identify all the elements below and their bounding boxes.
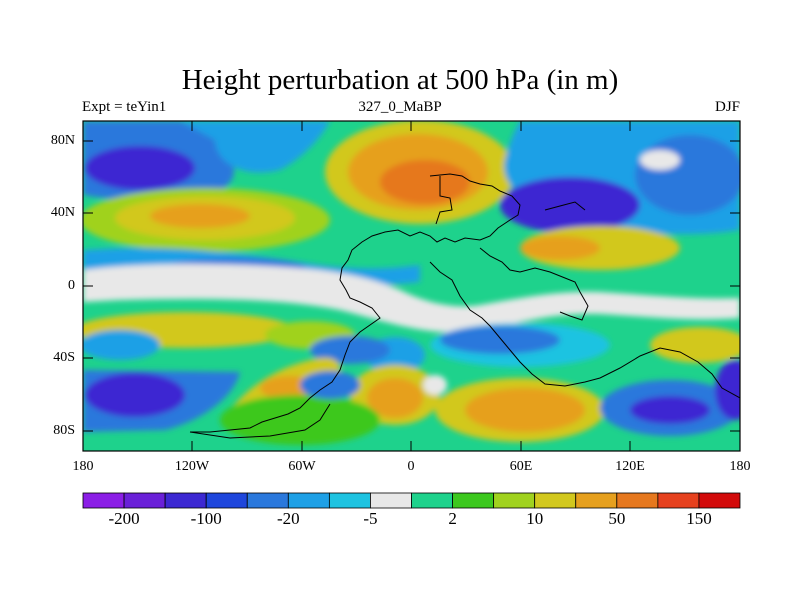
lon-label-60w: 60W — [288, 459, 316, 474]
eurasia-low-core — [500, 177, 640, 233]
colorbar-swatch — [287, 492, 330, 509]
colorbar-swatch — [534, 492, 577, 509]
colorbar-swatch — [493, 492, 536, 509]
coastline-central-asia — [544, 201, 586, 211]
lat-label-80s: 80S — [53, 423, 75, 438]
south-west-pacific-high — [650, 327, 740, 363]
indian-ocean-low-core — [440, 326, 560, 354]
colorbar-label: 50 — [608, 509, 626, 528]
antarctic-positive — [220, 395, 380, 445]
colorbar-label: -100 — [190, 509, 222, 528]
siberia-low — [635, 135, 740, 215]
lat-label-eq: 0 — [68, 278, 75, 293]
colorbar-label: 10 — [526, 509, 544, 528]
south-indian-high-core — [465, 388, 585, 432]
atlantic-high-core — [380, 160, 470, 204]
lon-label-0: 0 — [407, 459, 415, 474]
siberia-neutral — [640, 150, 680, 170]
colorbar-label: 150 — [686, 509, 712, 528]
contour-field — [83, 121, 740, 451]
map-title: Height perturbation at 500 hPa (in m) — [181, 64, 619, 96]
arctic-low — [180, 121, 330, 173]
south-atlantic-neutral — [423, 375, 447, 395]
antarctic-peninsula-low — [300, 371, 360, 399]
colorbar-label: -5 — [363, 509, 378, 528]
colorbar-label: -200 — [108, 509, 140, 528]
lat-label-40s: 40S — [53, 350, 75, 365]
lon-label-120e: 120E — [615, 459, 645, 474]
south-east-pacific-low — [83, 330, 160, 360]
east-edge-low — [715, 360, 740, 420]
colorbar-swatch — [205, 492, 248, 509]
colorbar-swatch — [657, 492, 700, 509]
coastlines — [189, 173, 740, 439]
colorbar-swatch — [698, 492, 741, 509]
south-america-low — [310, 336, 390, 364]
colorbar-swatch — [452, 492, 495, 509]
colorbar-swatch — [164, 492, 207, 509]
southern-ocean-low-west-core — [85, 373, 185, 417]
equatorial-neutral-band — [83, 264, 740, 333]
lon-label-120w: 120W — [174, 459, 210, 474]
colorbar-swatch — [123, 492, 166, 509]
south-atlantic-high-core — [367, 378, 423, 418]
colorbar-swatch — [246, 492, 289, 509]
experiment-label: Expt = teYin1 — [82, 99, 167, 115]
colorbar-label: -20 — [276, 509, 300, 528]
colorbar-swatch — [575, 492, 618, 509]
period-label: 327_0_MaBP — [358, 99, 442, 115]
colorbar-swatch — [616, 492, 659, 509]
colorbar-swatch — [370, 492, 412, 509]
north-mid-high-core — [150, 204, 250, 228]
season-label: DJF — [714, 99, 740, 115]
lat-label-80n: 80N — [50, 133, 75, 148]
coastline-antarctica — [189, 403, 331, 439]
north-pacific-low-core — [85, 146, 195, 190]
lat-label-40n: 40N — [50, 205, 75, 220]
coastline-west-hemisphere — [190, 173, 521, 433]
asia-mid-high-core — [520, 236, 600, 260]
south-australia-low-core — [630, 396, 710, 424]
coastline-asia — [479, 247, 589, 321]
colorbar-swatch — [82, 492, 125, 509]
coastline-africa-australia — [429, 261, 740, 399]
colorbar-swatch — [411, 492, 453, 509]
coastline-greenland — [435, 176, 453, 225]
colorbar-label: 2 — [448, 509, 457, 528]
lon-label-60e: 60E — [509, 459, 533, 474]
colorbar — [82, 492, 741, 509]
axis-ticks — [82, 121, 741, 451]
lon-label-180w: 180 — [72, 459, 94, 474]
lon-label-180e: 180 — [729, 459, 751, 474]
colorbar-swatch — [328, 492, 371, 509]
